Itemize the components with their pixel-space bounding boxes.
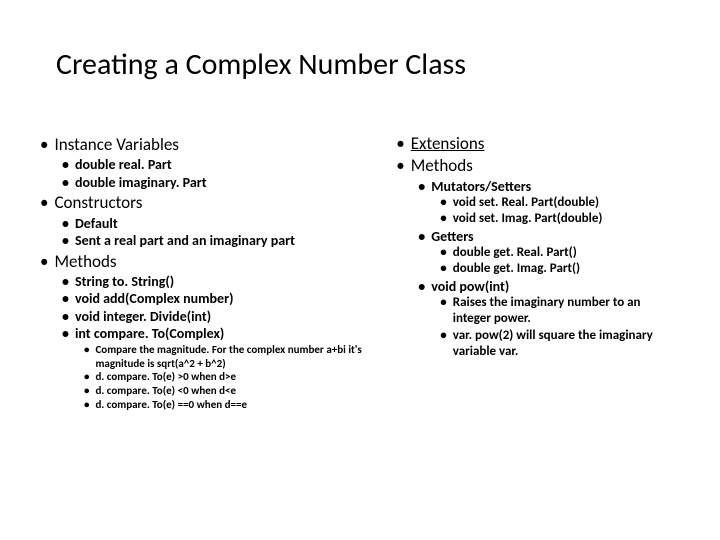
left-column: •Instance Variables •double real. Part •… — [40, 133, 366, 412]
text: double real. Part — [75, 156, 172, 174]
bullet-icon: • — [396, 133, 404, 154]
item-set-real: • void set. Real. Part(double) — [440, 195, 680, 211]
text: Raises the imaginary number to an intege… — [453, 295, 680, 328]
item-real-part: • double real. Part — [62, 156, 366, 174]
bullet-icon: • — [62, 290, 69, 308]
item-intdivide: • void integer. Divide(int) — [62, 308, 366, 326]
bullet-icon: • — [62, 308, 69, 326]
bullet-icon: • — [418, 178, 425, 196]
bullet-icon: • — [440, 211, 446, 227]
text: Methods — [411, 155, 473, 176]
bullet-icon: • — [84, 343, 89, 357]
bullet-icon: • — [440, 195, 446, 211]
text: void pow(int) — [431, 278, 509, 296]
text: Default — [75, 215, 118, 233]
bullet-icon: • — [40, 251, 48, 272]
text: double get. Imag. Part() — [453, 261, 580, 277]
item-cmp-lt: • d. compare. To(e) <0 when d<e — [84, 384, 366, 398]
right-column: •Extensions •Methods •Mutators/Setters •… — [386, 133, 680, 412]
bullet-icon: • — [440, 261, 446, 277]
item-mutators: • Mutators/Setters — [418, 178, 680, 196]
text: d. compare. To(e) ==0 when d==e — [95, 398, 247, 412]
text: Methods — [54, 251, 116, 272]
bullet-icon: • — [62, 174, 69, 192]
item-cmp-magnitude: • Compare the magnitude. For the complex … — [84, 343, 366, 371]
bullet-icon: • — [40, 134, 48, 155]
item-cmp-gt: • d. compare. To(e) >0 when d>e — [84, 370, 366, 384]
text: Getters — [431, 228, 473, 246]
text: var. pow(2) will square the imaginary va… — [453, 328, 680, 361]
text: Mutators/Setters — [431, 178, 531, 196]
section-methods: • Methods — [40, 251, 366, 272]
text: void set. Imag. Part(double) — [453, 211, 603, 227]
bullet-icon: • — [84, 384, 89, 398]
text: d. compare. To(e) >0 when d>e — [95, 370, 236, 384]
bullet-icon: • — [62, 273, 69, 291]
text: int compare. To(Complex) — [75, 325, 224, 343]
text: void add(Complex number) — [75, 290, 233, 308]
bullet-icon: • — [396, 155, 404, 176]
bullet-icon: • — [418, 278, 425, 296]
section-extensions: • Extensions — [396, 133, 680, 154]
section-instance-variables: • Instance Variables — [40, 134, 366, 155]
item-imaginary-part: • double imaginary. Part — [62, 174, 366, 192]
slide-title: Creating a Complex Number Class — [56, 46, 680, 83]
bullet-icon: • — [62, 156, 69, 174]
text: Instance Variables — [54, 134, 178, 155]
item-pow-desc1: • Raises the imaginary number to an integ… — [440, 295, 680, 328]
item-cmp-eq: • d. compare. To(e) ==0 when d==e — [84, 398, 366, 412]
text: void set. Real. Part(double) — [453, 195, 599, 211]
bullet-icon: • — [40, 192, 48, 213]
section-methods-right: • Methods — [396, 155, 680, 176]
item-getters: • Getters — [418, 228, 680, 246]
item-pow-desc2: • var. pow(2) will square the imaginary v… — [440, 328, 680, 361]
item-compareto: • int compare. To(Complex) — [62, 325, 366, 343]
bullet-icon: • — [62, 325, 69, 343]
item-default: • Default — [62, 215, 366, 233]
text: void integer. Divide(int) — [75, 308, 211, 326]
text: Extensions — [411, 133, 485, 154]
text: Compare the magnitude. For the complex n… — [95, 343, 366, 371]
item-add: • void add(Complex number) — [62, 290, 366, 308]
section-constructors: • Constructors — [40, 192, 366, 213]
text: double get. Real. Part() — [453, 245, 577, 261]
bullet-icon: • — [62, 215, 69, 233]
bullet-icon: • — [440, 295, 446, 311]
bullet-icon: • — [84, 370, 89, 384]
text: Constructors — [54, 192, 142, 213]
text: d. compare. To(e) <0 when d<e — [95, 384, 236, 398]
text: double imaginary. Part — [75, 174, 207, 192]
text: Sent a real part and an imaginary part — [75, 232, 295, 250]
item-get-real: • double get. Real. Part() — [440, 245, 680, 261]
item-pow: • void pow(int) — [418, 278, 680, 296]
bullet-icon: • — [62, 232, 69, 250]
bullet-icon: • — [418, 228, 425, 246]
item-get-imag: • double get. Imag. Part() — [440, 261, 680, 277]
bullet-icon: • — [84, 398, 89, 412]
content-columns: •Instance Variables •double real. Part •… — [40, 133, 680, 412]
text: String to. String() — [75, 273, 174, 291]
item-sent-parts: • Sent a real part and an imaginary part — [62, 232, 366, 250]
bullet-icon: • — [440, 328, 446, 344]
item-set-imag: • void set. Imag. Part(double) — [440, 211, 680, 227]
bullet-icon: • — [440, 245, 446, 261]
item-tostring: • String to. String() — [62, 273, 366, 291]
